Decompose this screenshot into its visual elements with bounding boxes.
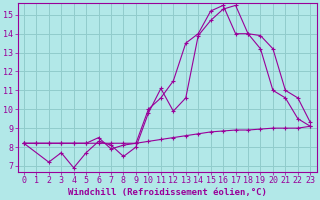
- X-axis label: Windchill (Refroidissement éolien,°C): Windchill (Refroidissement éolien,°C): [68, 188, 267, 197]
